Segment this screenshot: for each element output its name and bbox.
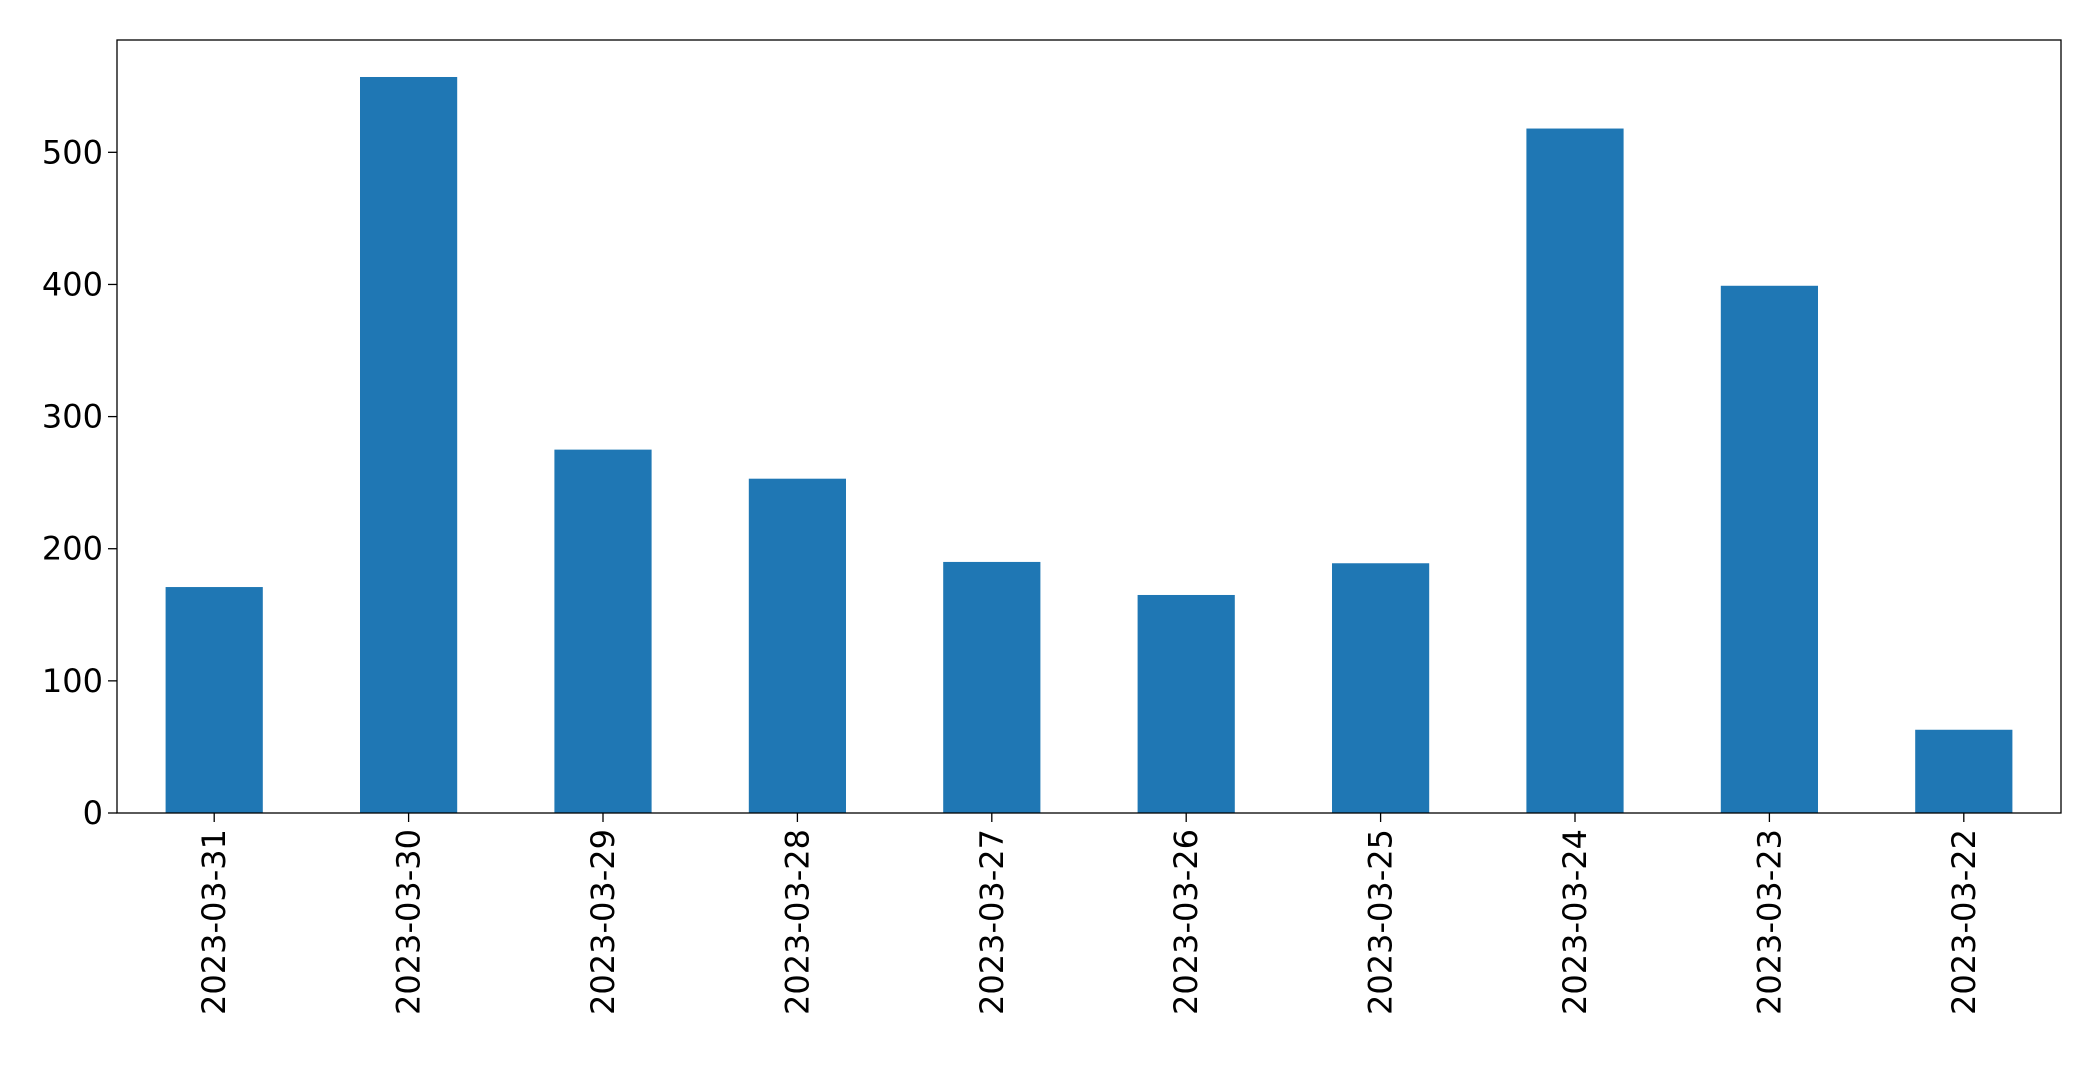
- bar-2023-03-27: [943, 561, 1041, 813]
- y-tick-label: 0: [83, 794, 103, 832]
- plot-frame: [116, 39, 2062, 814]
- bar-2023-03-31: [165, 587, 263, 813]
- bar-2023-03-24: [1526, 128, 1624, 814]
- x-tick-label: 2023-03-28: [778, 829, 816, 1015]
- x-axis: 2023-03-31 2023-03-30 2023-03-29 2023-03-28…: [195, 813, 1983, 1015]
- bar-2023-03-22: [1915, 729, 2013, 813]
- x-tick-label: 2023-03-31: [195, 829, 233, 1015]
- bars-layer: [165, 76, 2013, 814]
- bar-2023-03-30: [360, 76, 458, 813]
- x-tick-label: 2023-03-26: [1167, 829, 1205, 1015]
- bar-2023-03-23: [1720, 285, 1818, 813]
- y-tick-label: 200: [42, 530, 103, 568]
- bar-2023-03-28: [748, 478, 846, 813]
- x-tick-label: 2023-03-29: [584, 829, 622, 1015]
- x-tick-label: 2023-03-25: [1362, 829, 1400, 1015]
- y-tick-label: 500: [42, 133, 103, 171]
- y-tick-label: 100: [42, 662, 103, 700]
- x-tick-label: 2023-03-24: [1556, 829, 1594, 1015]
- x-tick-label: 2023-03-27: [973, 829, 1011, 1015]
- x-tick-label: 2023-03-23: [1750, 829, 1788, 1015]
- y-axis: 0 100 200 300 400 500: [42, 133, 117, 832]
- bar-2023-03-26: [1137, 594, 1235, 813]
- bar-2023-03-25: [1332, 563, 1430, 813]
- y-tick-label: 400: [42, 265, 103, 303]
- bar-2023-03-29: [554, 449, 652, 813]
- x-tick-label: 2023-03-22: [1945, 829, 1983, 1015]
- x-tick-label: 2023-03-30: [390, 829, 428, 1015]
- y-tick-label: 300: [42, 398, 103, 436]
